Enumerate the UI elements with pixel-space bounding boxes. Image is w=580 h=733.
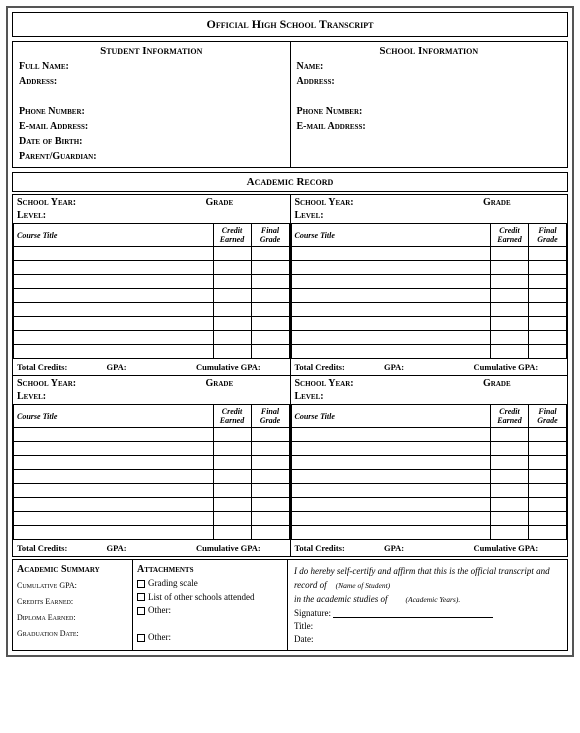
school-year-label: School Year:	[17, 197, 206, 208]
credit-earned-header: Credit Earned	[491, 224, 529, 247]
credit-earned-header: Credit Earned	[213, 224, 251, 247]
school-year-label: School Year:	[295, 378, 484, 389]
summary-graddate: Graduation Date:	[17, 626, 128, 642]
spacer	[137, 618, 283, 632]
checkbox-icon[interactable]	[137, 634, 145, 642]
student-email: E-mail Address:	[19, 119, 284, 134]
final-grade-header: Final Grade	[251, 224, 289, 247]
school-info-col: School Information Name: Address: Phone …	[291, 42, 568, 167]
attach-schools: List of other schools attended	[137, 591, 283, 605]
grade-footer: Total Credits:GPA:Cumulative GPA:	[291, 540, 568, 556]
total-credits-label: Total Credits:	[295, 543, 385, 553]
total-credits-label: Total Credits:	[17, 362, 107, 372]
spacer	[297, 89, 562, 104]
summary-credits: Credits Earned:	[17, 594, 128, 610]
bottom-section: Academic Summary Cumulative GPA: Credits…	[12, 559, 568, 651]
school-year-label: School Year:	[17, 378, 206, 389]
attachments: Attachments Grading scale List of other …	[133, 560, 288, 650]
cert-signature: Signature:	[294, 608, 561, 618]
summary-cumgpa: Cumulative GPA:	[17, 578, 128, 594]
course-title-header: Course Title	[291, 224, 491, 247]
grade-column: School Year:Grade Level: Course TitleCre…	[13, 195, 291, 375]
gpa-label: GPA:	[384, 543, 474, 553]
attach-other1: Other:	[137, 604, 283, 618]
checkbox-icon[interactable]	[137, 593, 145, 601]
cumulative-gpa-label: Cumulative GPA:	[196, 543, 286, 553]
grades-row: School Year:Grade Level: Course TitleCre…	[12, 376, 568, 557]
grade-label: Grade	[206, 197, 286, 208]
grade-label: Grade	[483, 378, 563, 389]
grade-table: Course TitleCredit EarnedFinal Grade	[13, 404, 290, 540]
course-title-header: Course Title	[14, 405, 214, 428]
grade-column: School Year:Grade Level: Course TitleCre…	[13, 376, 291, 556]
gpa-label: GPA:	[107, 543, 197, 553]
info-section: Student Information Full Name: Address: …	[12, 41, 568, 168]
student-guardian: Parent/Guardian:	[19, 149, 284, 164]
cert-date: Date:	[294, 634, 561, 644]
grade-table: Course TitleCredit EarnedFinal Grade	[291, 223, 568, 359]
grade-label: Grade	[483, 197, 563, 208]
certification: I do hereby self-certify and affirm that…	[288, 560, 567, 650]
cert-text3: in the academic studies of (Academic Yea…	[294, 594, 561, 604]
grade-label: Grade	[206, 378, 286, 389]
school-email: E-mail Address:	[297, 119, 562, 134]
level-label: Level:	[291, 391, 568, 404]
transcript-page: Official High School Transcript Student …	[6, 6, 574, 657]
grade-column: School Year:Grade Level: Course TitleCre…	[291, 195, 568, 375]
cumulative-gpa-label: Cumulative GPA:	[196, 362, 286, 372]
school-info-header: School Information	[297, 45, 562, 57]
total-credits-label: Total Credits:	[17, 543, 107, 553]
final-grade-header: Final Grade	[529, 224, 567, 247]
final-grade-header: Final Grade	[529, 405, 567, 428]
student-full-name: Full Name:	[19, 59, 284, 74]
grades-container: School Year:Grade Level: Course TitleCre…	[12, 194, 568, 557]
page-title: Official High School Transcript	[12, 12, 568, 37]
cumulative-gpa-label: Cumulative GPA:	[474, 362, 564, 372]
student-info-header: Student Information	[19, 45, 284, 57]
summary-diploma: Diploma Earned:	[17, 610, 128, 626]
course-title-header: Course Title	[14, 224, 214, 247]
school-year-label: School Year:	[295, 197, 484, 208]
student-info-col: Student Information Full Name: Address: …	[13, 42, 291, 167]
level-label: Level:	[291, 210, 568, 223]
grade-column: School Year:Grade Level: Course TitleCre…	[291, 376, 568, 556]
school-address: Address:	[297, 74, 562, 89]
level-label: Level:	[13, 391, 290, 404]
attach-grading: Grading scale	[137, 577, 283, 591]
course-title-header: Course Title	[291, 405, 491, 428]
total-credits-label: Total Credits:	[295, 362, 385, 372]
signature-line[interactable]	[333, 609, 493, 618]
grade-footer: Total Credits:GPA:Cumulative GPA:	[13, 359, 290, 375]
school-phone: Phone Number:	[297, 104, 562, 119]
checkbox-icon[interactable]	[137, 607, 145, 615]
grades-row: School Year:Grade Level: Course TitleCre…	[12, 194, 568, 376]
final-grade-header: Final Grade	[251, 405, 289, 428]
checkbox-icon[interactable]	[137, 580, 145, 588]
grade-table: Course TitleCredit EarnedFinal Grade	[291, 404, 568, 540]
cumulative-gpa-label: Cumulative GPA:	[474, 543, 564, 553]
school-name: Name:	[297, 59, 562, 74]
attachments-title: Attachments	[137, 564, 283, 575]
summary-title: Academic Summary	[17, 564, 128, 575]
grade-footer: Total Credits:GPA:Cumulative GPA:	[291, 359, 568, 375]
gpa-label: GPA:	[107, 362, 197, 372]
credit-earned-header: Credit Earned	[213, 405, 251, 428]
grade-table: Course TitleCredit EarnedFinal Grade	[13, 223, 290, 359]
credit-earned-header: Credit Earned	[491, 405, 529, 428]
student-phone: Phone Number:	[19, 104, 284, 119]
grade-footer: Total Credits:GPA:Cumulative GPA:	[13, 540, 290, 556]
student-address: Address:	[19, 74, 284, 89]
cert-title: Title:	[294, 621, 561, 631]
academic-record-title: Academic Record	[12, 172, 568, 192]
cert-text2: record of (Name of Student)	[294, 580, 561, 590]
level-label: Level:	[13, 210, 290, 223]
student-dob: Date of Birth:	[19, 134, 284, 149]
spacer	[19, 89, 284, 104]
academic-summary: Academic Summary Cumulative GPA: Credits…	[13, 560, 133, 650]
cert-text1: I do hereby self-certify and affirm that…	[294, 566, 561, 576]
gpa-label: GPA:	[384, 362, 474, 372]
attach-other2: Other:	[137, 631, 283, 645]
